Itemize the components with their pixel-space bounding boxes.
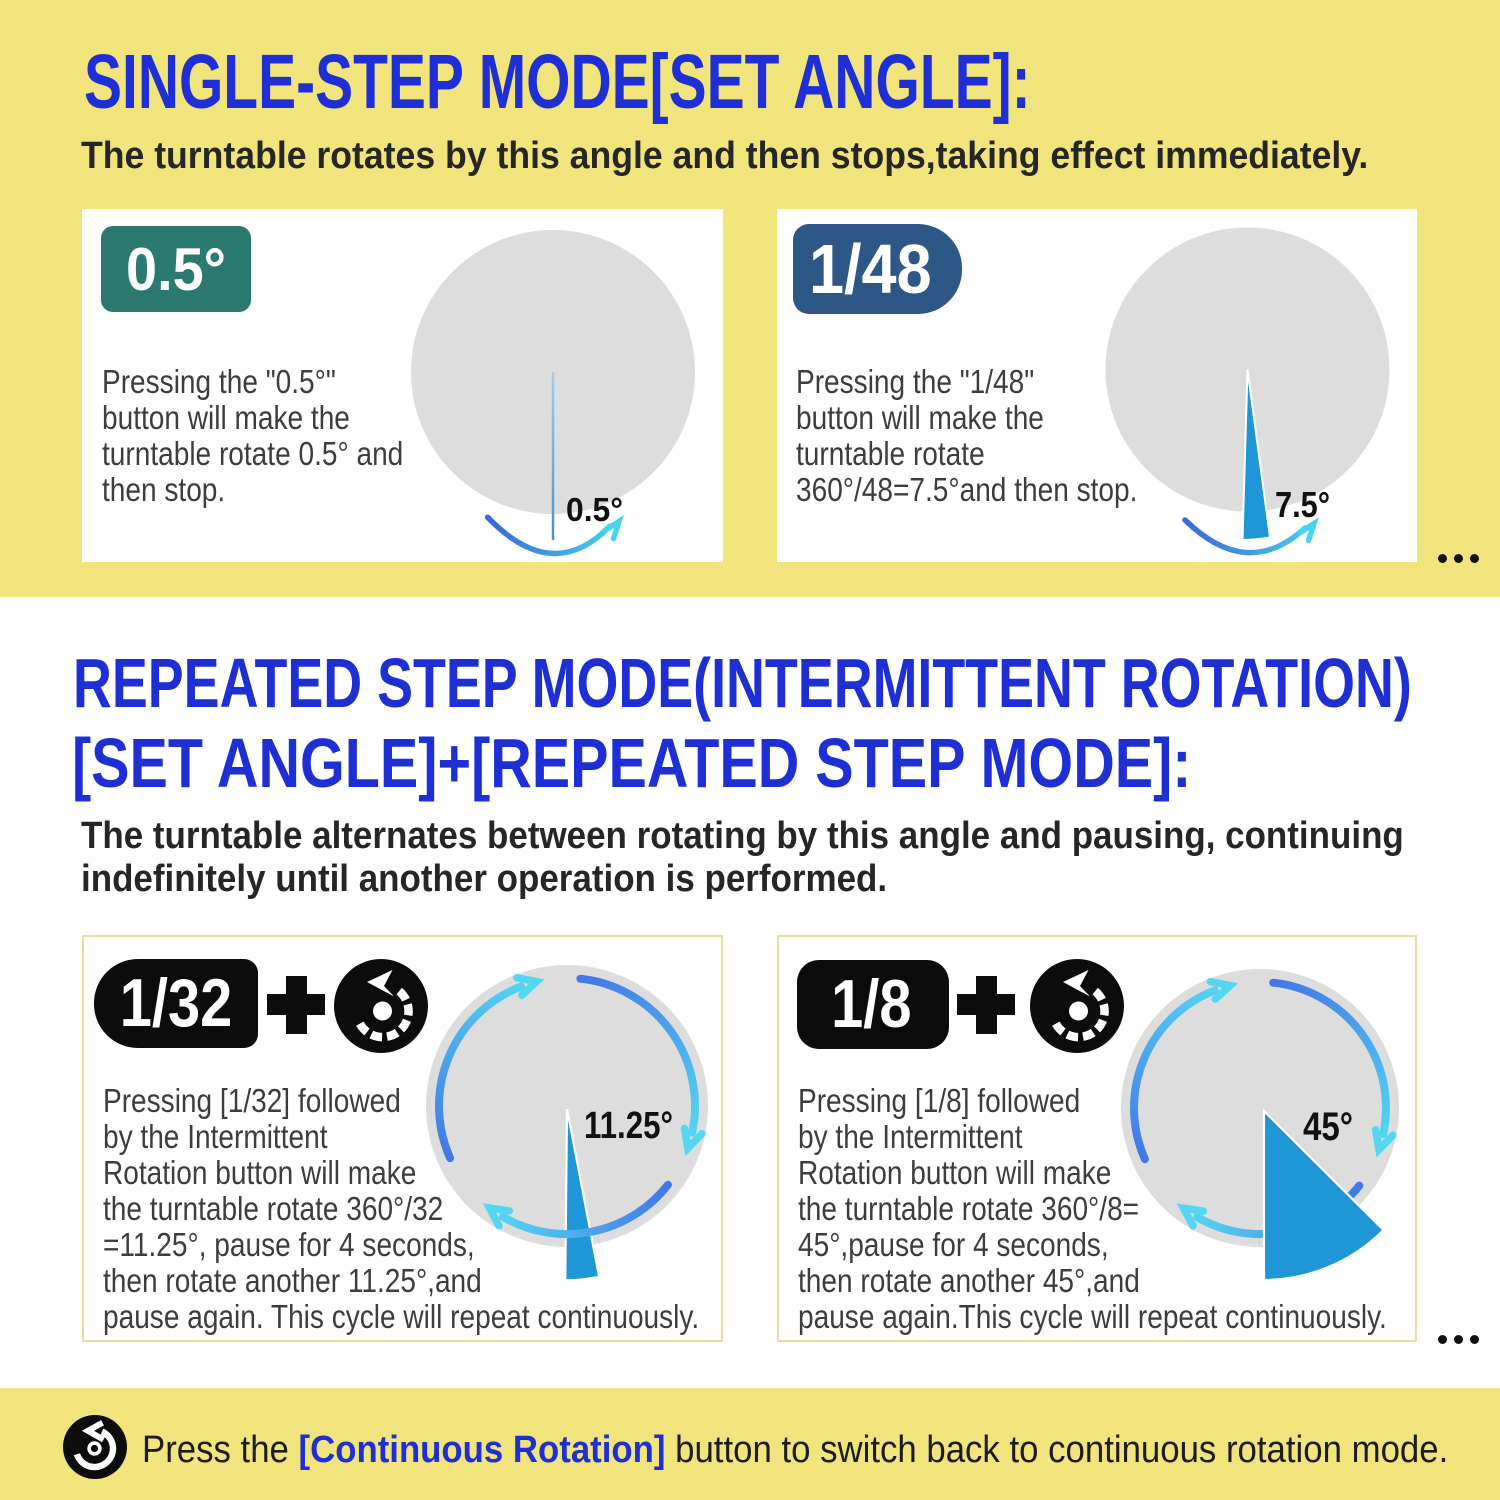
svg-text:0.5°: 0.5° — [566, 491, 623, 528]
svg-text:7.5°: 7.5° — [1275, 484, 1330, 525]
svg-text:45°: 45° — [1303, 1105, 1353, 1149]
svg-text:11.25°: 11.25° — [584, 1105, 673, 1147]
